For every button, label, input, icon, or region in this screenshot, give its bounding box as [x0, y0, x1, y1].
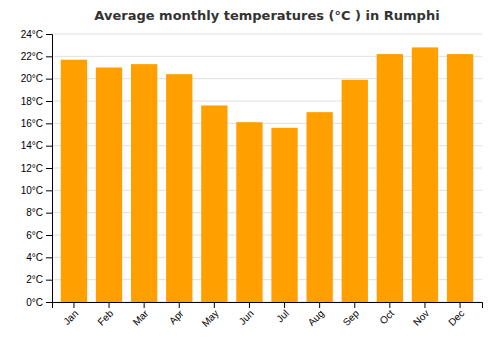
y-tick-label: 14°C — [21, 140, 43, 151]
bar — [96, 68, 122, 303]
y-tick-mark — [46, 190, 52, 191]
x-tick-mark — [319, 302, 320, 308]
bar — [61, 60, 87, 302]
y-tick: 18°C — [21, 96, 52, 107]
y-tick: 10°C — [21, 185, 52, 196]
x-tick-label: Jun — [237, 308, 256, 327]
x-tick-label: May — [200, 308, 221, 329]
chart: 0°C 2°C 4°C 6°C 8°C 10°C 12°C 14°C 16°C 18°C 20°C 2… — [0, 0, 500, 350]
y-tick-label: 16°C — [21, 118, 43, 129]
x-tick-mark — [73, 302, 74, 308]
x-tick: Jul — [274, 302, 291, 324]
bar — [377, 54, 403, 302]
x-tick-mark — [214, 302, 215, 308]
y-tick-label: 0°C — [26, 297, 43, 308]
y-tick-mark — [46, 168, 52, 169]
bar — [342, 80, 368, 302]
y-tick: 22°C — [21, 51, 52, 62]
y-tick-mark — [46, 302, 52, 303]
x-tick-label: Dec — [446, 308, 466, 328]
y-tick: 24°C — [21, 29, 52, 40]
plot: 0°C 2°C 4°C 6°C 8°C 10°C 12°C 14°C 16°C 18°C 20°C 2… — [21, 29, 483, 329]
y-tick-label: 20°C — [21, 73, 43, 84]
y-tick-mark — [46, 146, 52, 147]
y-tick-label: 6°C — [26, 230, 43, 241]
x-tick-label: Mar — [131, 307, 151, 327]
x-tick-mark — [424, 302, 425, 308]
y-tick-mark — [46, 34, 52, 35]
x-tick-label: Apr — [167, 307, 186, 326]
x-tick-label: Sep — [341, 307, 362, 328]
x-tick: Oct — [377, 302, 396, 326]
x-tick-mark — [109, 302, 110, 308]
y-tick: 14°C — [21, 140, 52, 151]
x-tick-label: Jan — [61, 308, 80, 327]
x-tick-label: Aug — [306, 308, 326, 328]
x-tick: May — [200, 302, 221, 329]
x-tick: Nov — [411, 302, 431, 328]
x-tick-mark — [354, 302, 355, 308]
y-tick-label: 8°C — [26, 207, 43, 218]
x-tick: Jun — [237, 302, 256, 327]
y-tick: 2°C — [26, 274, 52, 285]
y-tick-label: 10°C — [21, 185, 43, 196]
y-tick: 8°C — [26, 207, 52, 218]
x-tick: Mar — [131, 302, 151, 328]
bar — [166, 74, 192, 302]
x-tick-mark — [460, 302, 461, 308]
y-tick: 0°C — [26, 297, 52, 308]
y-tick-mark — [46, 79, 52, 80]
y-axis: 0°C 2°C 4°C 6°C 8°C 10°C 12°C 14°C 16°C 18°C 20°C 2… — [21, 29, 53, 308]
x-tick-mark — [144, 302, 145, 308]
y-tick-label: 4°C — [26, 252, 43, 263]
x-tick-mark — [389, 302, 390, 308]
bar — [236, 122, 262, 302]
y-tick: 12°C — [21, 163, 52, 174]
x-tick-label: Oct — [377, 308, 396, 327]
y-tick-label: 22°C — [21, 51, 43, 62]
y-tick-mark — [46, 257, 52, 258]
x-tick: Feb — [95, 302, 115, 328]
x-tick: Sep — [341, 302, 362, 328]
x-tick-mark — [249, 302, 250, 308]
x-tick: Apr — [167, 302, 186, 326]
title: Average monthly temperatures (°C ) in Ru… — [94, 8, 439, 23]
y-tick-mark — [46, 101, 52, 102]
bar — [131, 64, 157, 302]
y-tick-label: 2°C — [26, 274, 43, 285]
bar — [447, 54, 473, 302]
x-axis: Jan Feb Mar Apr May Jun Jul Aug Sep Oct Nov Dec — [53, 302, 483, 329]
y-tick-mark — [46, 56, 52, 57]
x-tick: Dec — [446, 302, 466, 328]
y-tick: 16°C — [21, 118, 52, 129]
grid — [52, 34, 482, 302]
y-tick: 6°C — [26, 230, 52, 241]
y-tick-mark — [46, 235, 52, 236]
x-tick: Aug — [306, 302, 326, 328]
x-tick-mark — [179, 302, 180, 308]
y-tick-label: 12°C — [21, 163, 43, 174]
y-tick: 20°C — [21, 73, 52, 84]
grid-line — [52, 34, 482, 35]
x-axis-line — [53, 303, 483, 309]
y-tick: 4°C — [26, 252, 52, 263]
bar — [201, 105, 227, 302]
bar — [271, 128, 297, 302]
y-tick-label: 24°C — [21, 29, 43, 40]
x-tick-label: Feb — [95, 307, 115, 327]
x-tick-label: Nov — [411, 308, 431, 328]
bar — [306, 112, 332, 302]
bar — [412, 47, 438, 302]
bars — [61, 47, 473, 302]
y-tick-label: 18°C — [21, 96, 43, 107]
y-tick-mark — [46, 213, 52, 214]
x-tick: Jan — [61, 302, 80, 327]
y-tick-mark — [46, 123, 52, 124]
y-tick-mark — [46, 280, 52, 281]
x-tick-mark — [284, 302, 285, 308]
y-axis-line — [46, 35, 53, 303]
x-tick-label: Jul — [274, 308, 291, 325]
